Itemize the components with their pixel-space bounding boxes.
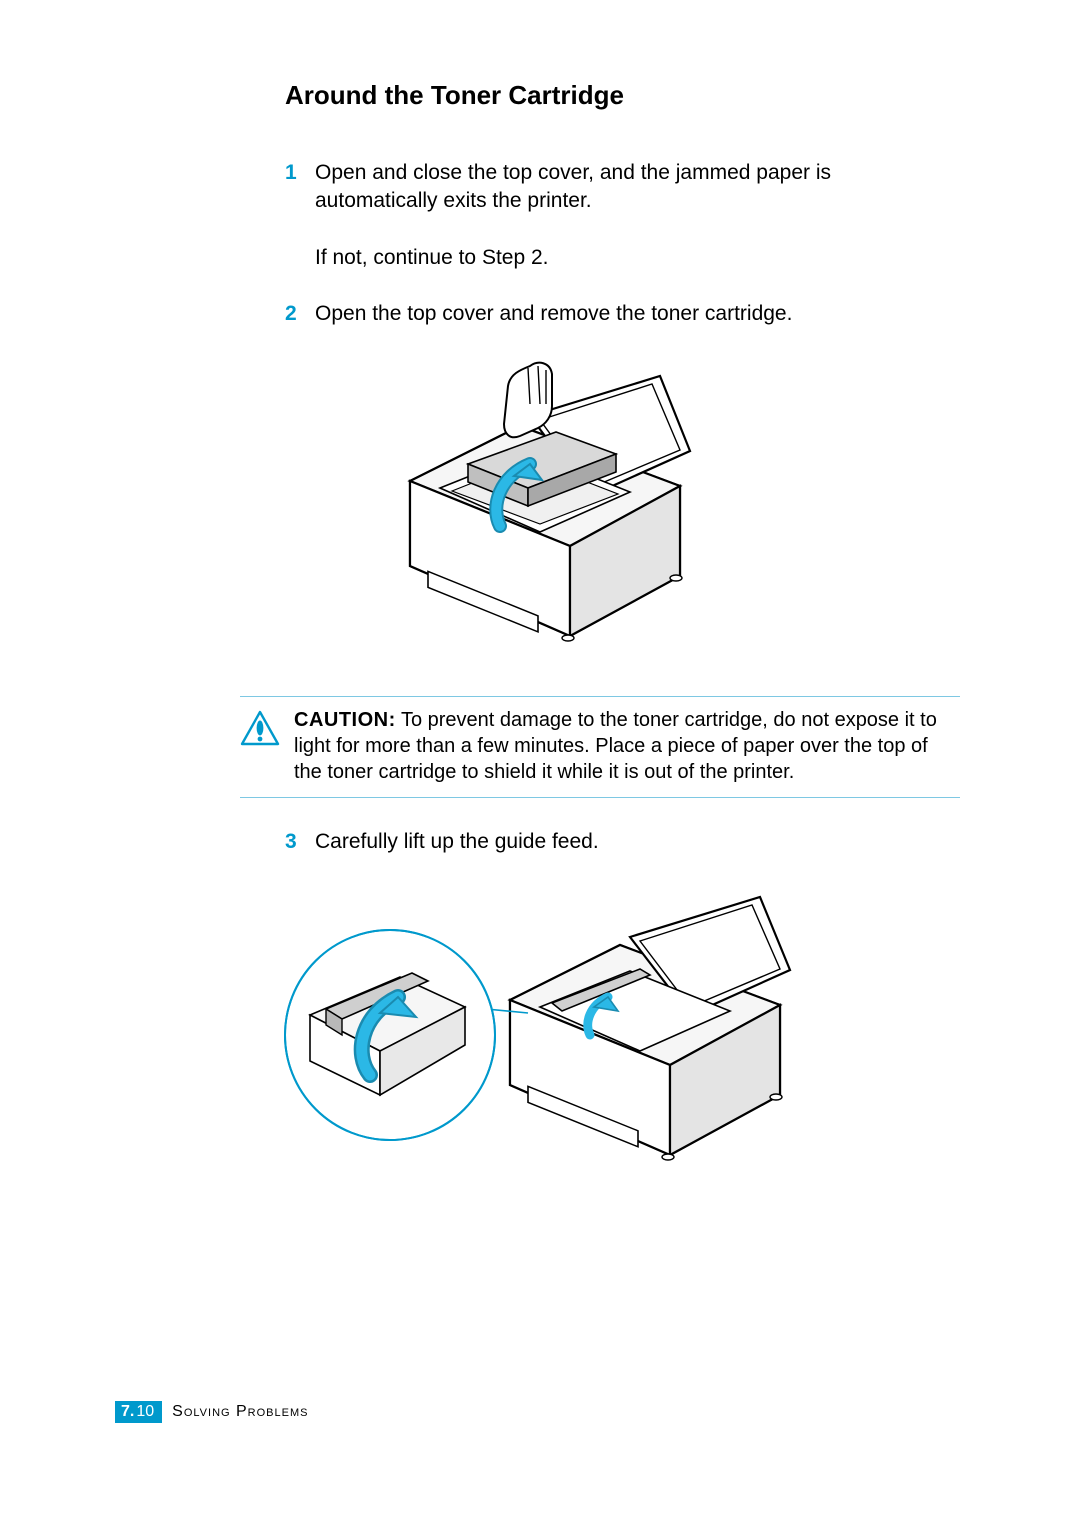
step-3-number: 3 [285, 828, 315, 856]
page-heading: Around the Toner Cartridge [285, 80, 960, 111]
step-1-subtext: If not, continue to Step 2. [315, 244, 875, 272]
step-3: 3 Carefully lift up the guide feed. [285, 828, 885, 856]
illustration-remove-cartridge [120, 356, 960, 666]
page-footer: 7.10 Solving Problems [115, 1401, 308, 1423]
step-2-text: Open the top cover and remove the toner … [315, 300, 792, 328]
caution-icon [240, 709, 280, 749]
footer-section-title: Solving Problems [172, 1401, 308, 1423]
step-1-number: 1 [285, 159, 315, 187]
caution-block: CAUTION: To prevent damage to the toner … [240, 696, 960, 798]
caution-label: CAUTION: [294, 709, 396, 731]
step-2: 2 Open the top cover and remove the tone… [285, 300, 885, 328]
step-1: 1 Open and close the top cover, and the … [285, 159, 885, 216]
step-2-number: 2 [285, 300, 315, 328]
illustration-lift-guide-feed [120, 885, 960, 1195]
footer-chapter-number: 7. [121, 1403, 134, 1421]
step-1-text: Open and close the top cover, and the ja… [315, 159, 885, 216]
page: Around the Toner Cartridge 1 Open and cl… [0, 0, 1080, 1523]
step-3-text: Carefully lift up the guide feed. [315, 828, 599, 856]
footer-page-badge: 7.10 [115, 1401, 162, 1423]
footer-page-number: 10 [136, 1403, 154, 1421]
caution-text: CAUTION: To prevent damage to the toner … [294, 707, 960, 785]
